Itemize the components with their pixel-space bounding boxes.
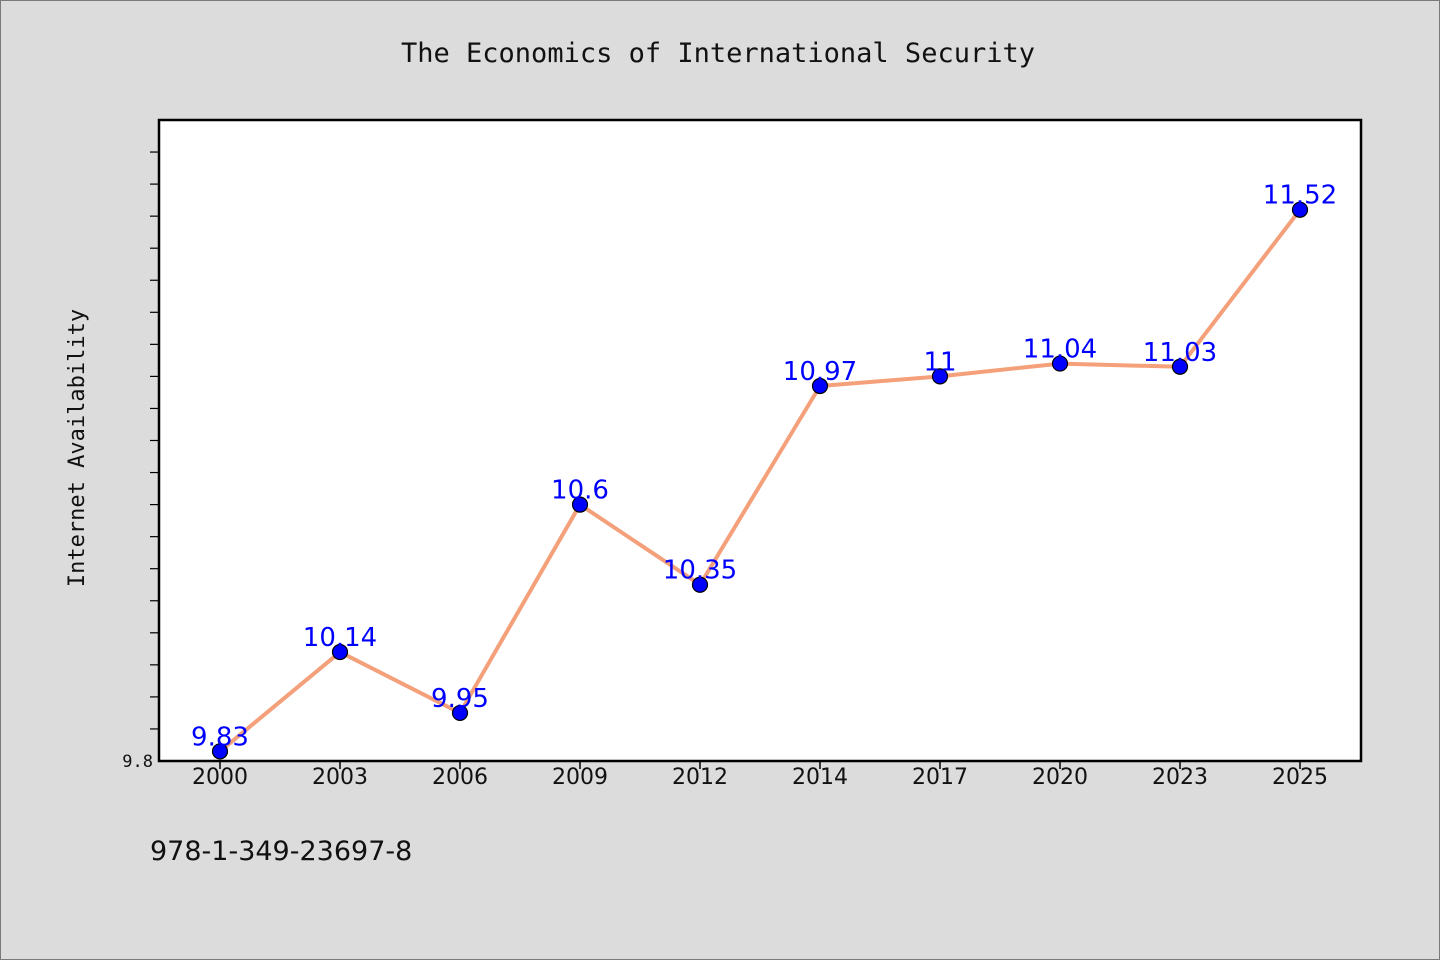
y-tick-label: 9.8 — [122, 752, 153, 772]
series-lines — [218, 208, 1302, 753]
data-label: 11 — [923, 347, 956, 377]
x-tick-label: 2020 — [1032, 765, 1088, 790]
data-label: 9.95 — [431, 684, 489, 714]
isbn-text: 978-1-349-23697-8 — [150, 836, 413, 867]
data-label: 11.03 — [1143, 338, 1217, 368]
data-point — [811, 377, 829, 395]
x-tick-label: 2025 — [1272, 765, 1328, 790]
data-label: 11.52 — [1263, 181, 1337, 211]
y-axis-ticks — [150, 151, 158, 730]
x-axis-tick-labels: 2000 2003 2006 2009 2012 2014 2017 2020 2023 2025 — [192, 765, 1328, 790]
plot-area — [157, 118, 1363, 763]
data-point — [1051, 355, 1069, 372]
x-tick-label: 2023 — [1152, 765, 1208, 790]
data-label: 9.83 — [191, 722, 249, 752]
data-point — [331, 643, 349, 661]
x-tick-label: 2003 — [312, 765, 368, 790]
data-point — [691, 576, 709, 593]
data-label: 10.6 — [551, 476, 609, 506]
data-labels: 9.83 10.14 9.95 10.6 10.35 10.97 11 11.04 11.03 1… — [191, 181, 1337, 753]
data-label: 10.35 — [663, 556, 737, 586]
data-label: 11.04 — [1023, 335, 1097, 365]
data-point — [211, 743, 229, 760]
data-label: 10.14 — [303, 623, 377, 653]
data-point — [931, 368, 949, 385]
data-label: 10.97 — [783, 357, 857, 387]
x-tick-label: 2017 — [912, 765, 968, 790]
x-tick-label: 2014 — [792, 765, 848, 790]
data-point — [451, 704, 469, 722]
series-line — [218, 208, 1302, 753]
x-axis-ticks — [219, 761, 1301, 769]
x-tick-label: 2006 — [432, 765, 488, 790]
series-markers — [211, 201, 1309, 760]
x-tick-label: 2009 — [552, 765, 608, 790]
data-point — [571, 496, 589, 513]
data-point — [1291, 201, 1309, 218]
data-point — [1171, 358, 1189, 375]
y-axis-tick-labels: 9.8 — [122, 752, 153, 772]
x-tick-label: 2000 — [192, 765, 248, 790]
chart-title: The Economics of International Security — [401, 38, 1035, 69]
y-axis-label: Internet Availability — [65, 309, 90, 587]
x-tick-label: 2012 — [672, 765, 728, 790]
